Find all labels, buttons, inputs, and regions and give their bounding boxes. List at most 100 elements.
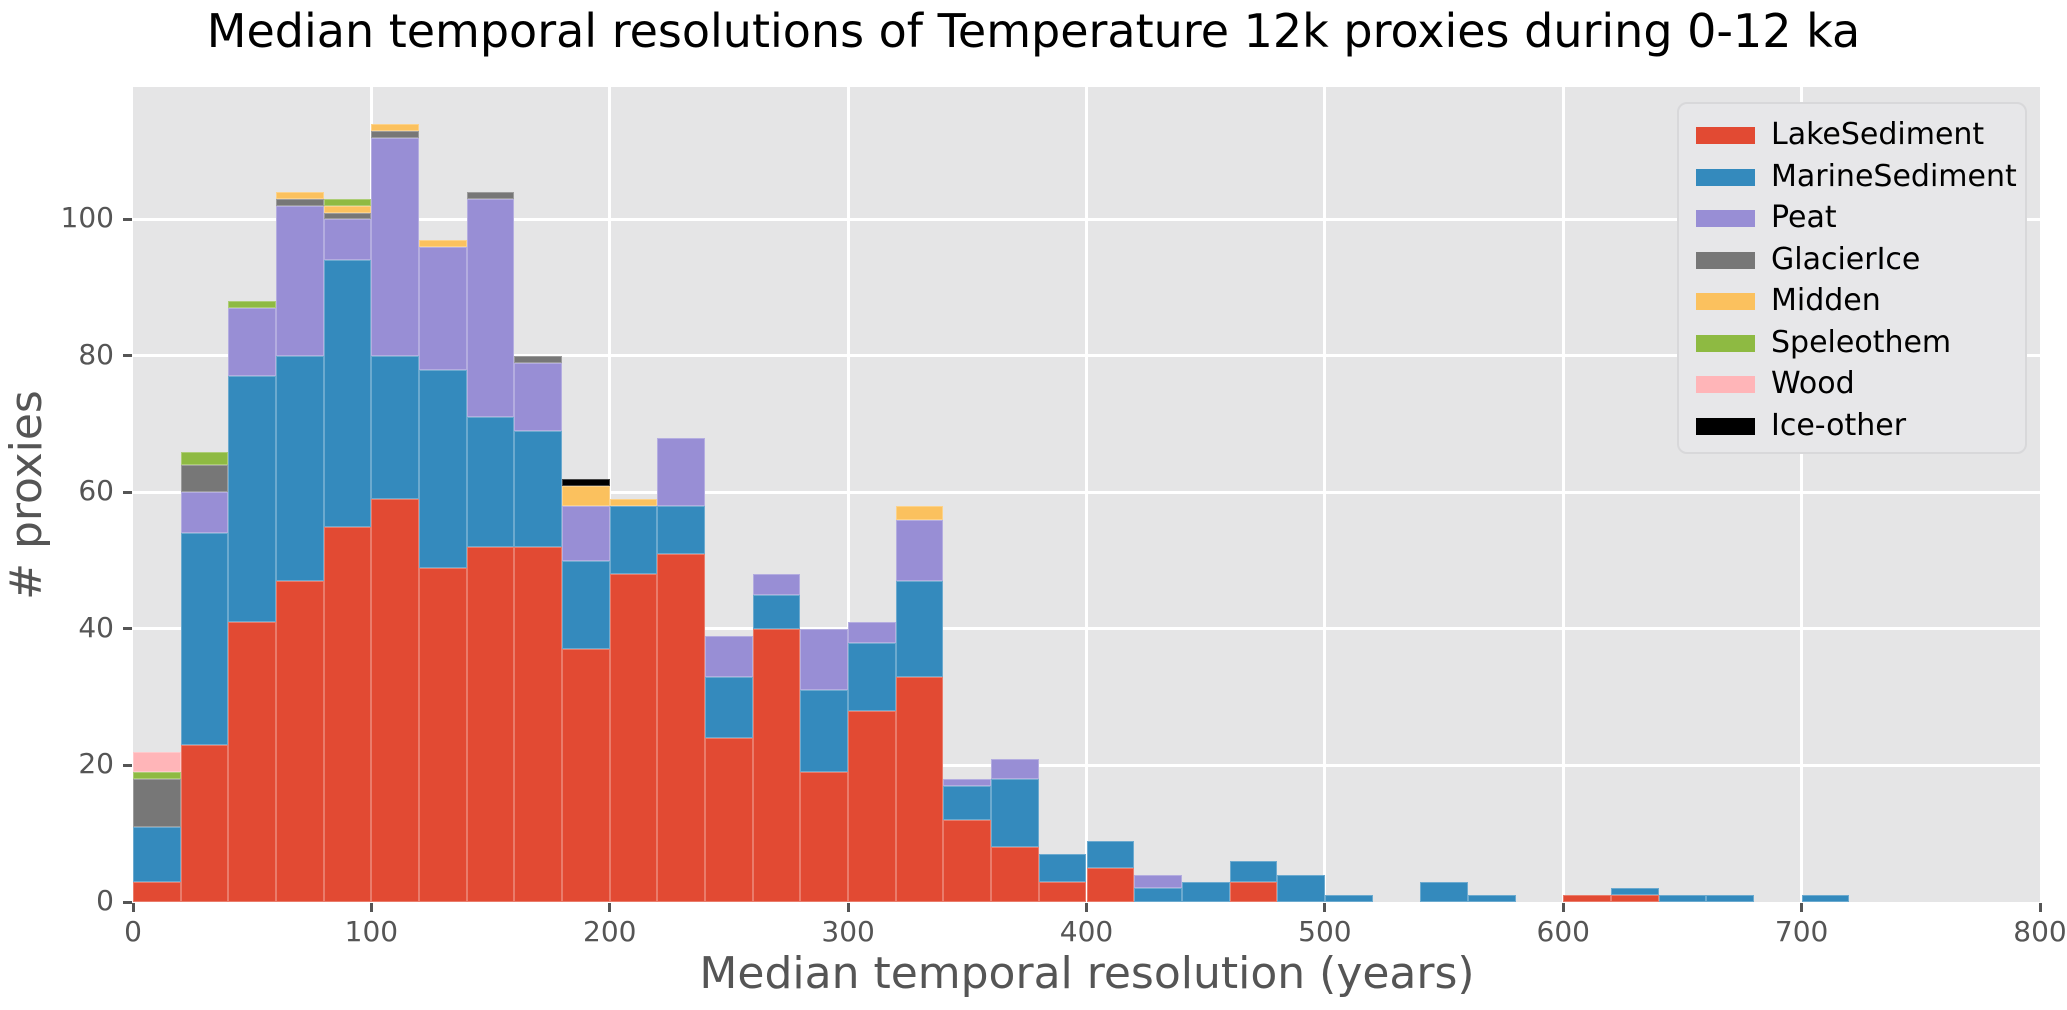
gridline-v [1800,87,1804,902]
x-tick-label: 200 [583,915,637,948]
bar-segment-midden [419,239,467,247]
bar-segment-lakesediment [752,628,801,902]
bar-segment-lakesediment [1563,895,1611,902]
bar-segment-lakesediment [371,499,420,902]
bar-segment-peat [848,622,896,643]
bar-segment-marinesediment [323,260,372,527]
bar-segment-marinesediment [1658,895,1707,902]
legend-item-label: GlacierIce [1771,241,1921,277]
bar-segment-ice-other [562,478,610,486]
legend-swatch-lakesediment [1696,127,1755,144]
legend-item: Ice-other [1679,405,2025,449]
bar-segment-lakesediment [609,574,658,902]
bar-segment-lakesediment [133,881,181,902]
legend-item: LakeSediment [1679,114,2025,158]
bar-segment-peat [800,628,849,691]
bar-segment-marinesediment [1277,874,1325,902]
bar-segment-lakesediment [991,847,1039,902]
chart-title: Median temporal resolutions of Temperatu… [206,4,1861,58]
bar-segment-marinesediment [1086,840,1135,868]
bar-segment-speleothem [133,772,181,780]
bar-segment-lakesediment [323,526,372,902]
bar-segment-marinesediment [1467,895,1516,902]
legend-item: GlacierIce [1679,239,2025,283]
bar-layer [133,87,2040,902]
bar-segment-midden [562,485,610,507]
legend: LakeSediment MarineSediment Peat GlacierIce… [1677,102,2027,454]
y-tick-label: 60 [78,474,114,508]
bar-segment-marinesediment [180,533,229,746]
x-tick [1323,903,1327,912]
bar-segment-peat [943,779,992,786]
gridline-v [846,87,850,902]
x-axis-label: Median temporal resolution (years) [699,948,1475,999]
bar-segment-lakesediment [1610,895,1659,902]
y-tick-label: 20 [78,747,114,781]
bar-segment-marinesediment [1610,888,1659,896]
y-tick [123,763,132,767]
legend-item-label: Ice-other [1771,407,1907,443]
gridline-v [608,87,612,902]
bar-segment-marinesediment [133,826,181,882]
legend-item-label: Speleothem [1771,324,1952,360]
bar-segment-peat [466,198,515,418]
x-tick-label: 100 [344,915,399,948]
y-tick-label: 100 [60,201,114,235]
y-tick [123,217,132,221]
bar-segment-peat [895,519,944,582]
bar-segment-peat [371,137,420,356]
y-tick [123,627,132,631]
bar-segment-lakesediment [1229,881,1278,902]
bar-segment-peat [180,492,229,534]
bar-segment-midden [895,506,944,520]
bar-segment-marinesediment [1324,895,1373,902]
gridline-v [1561,87,1565,902]
bar-segment-peat [323,219,372,261]
bar-segment-marinesediment [1420,881,1468,902]
x-tick-label: 800 [2013,915,2067,948]
bar-segment-lakesediment [228,622,277,902]
bar-segment-glacierice [133,779,181,827]
x-tick [846,903,850,912]
bar-segment-lakesediment [562,649,610,902]
bar-segment-marinesediment [419,369,467,568]
bar-segment-marinesediment [943,785,992,821]
bar-segment-lakesediment [419,567,467,902]
legend-item: Peat [1679,197,2025,241]
x-tick-label: 400 [1059,915,1114,948]
x-tick [131,903,135,912]
bar-segment-peat [228,308,277,377]
bar-segment-peat [705,635,753,677]
bar-segment-marinesediment [1706,895,1754,902]
bar-segment-midden [609,499,658,507]
legend-swatch-wood [1696,376,1755,393]
bar-segment-marinesediment [657,506,706,554]
bar-segment-marinesediment [800,690,849,773]
legend-item-label: MarineSediment [1771,158,2017,194]
bar-segment-peat [1134,874,1182,889]
bar-segment-marinesediment [466,417,515,548]
bar-segment-marinesediment [609,506,658,575]
bar-segment-marinesediment [1134,888,1182,902]
bar-segment-glacierice [180,465,229,493]
x-tick [2038,903,2042,912]
bar-segment-midden [371,123,420,131]
legend-item-label: LakeSediment [1771,117,1985,152]
x-tick-label: 0 [124,915,142,948]
bar-segment-wood [133,751,181,773]
x-tick [369,903,373,912]
bar-segment-marinesediment [514,431,563,548]
bar-segment-marinesediment [895,581,944,677]
x-tick-label: 500 [1298,915,1352,948]
bar-segment-midden [323,205,372,213]
y-tick [123,490,132,494]
legend-swatch-marinesediment [1696,168,1755,186]
bar-segment-speleothem [180,451,229,466]
legend-swatch-speleothem [1696,334,1755,352]
bar-segment-peat [419,246,467,370]
y-tick-label: 40 [78,610,114,644]
bar-segment-marinesediment [1038,854,1087,882]
bar-segment-glacierice [323,212,372,220]
x-tick-label: 300 [821,915,875,948]
